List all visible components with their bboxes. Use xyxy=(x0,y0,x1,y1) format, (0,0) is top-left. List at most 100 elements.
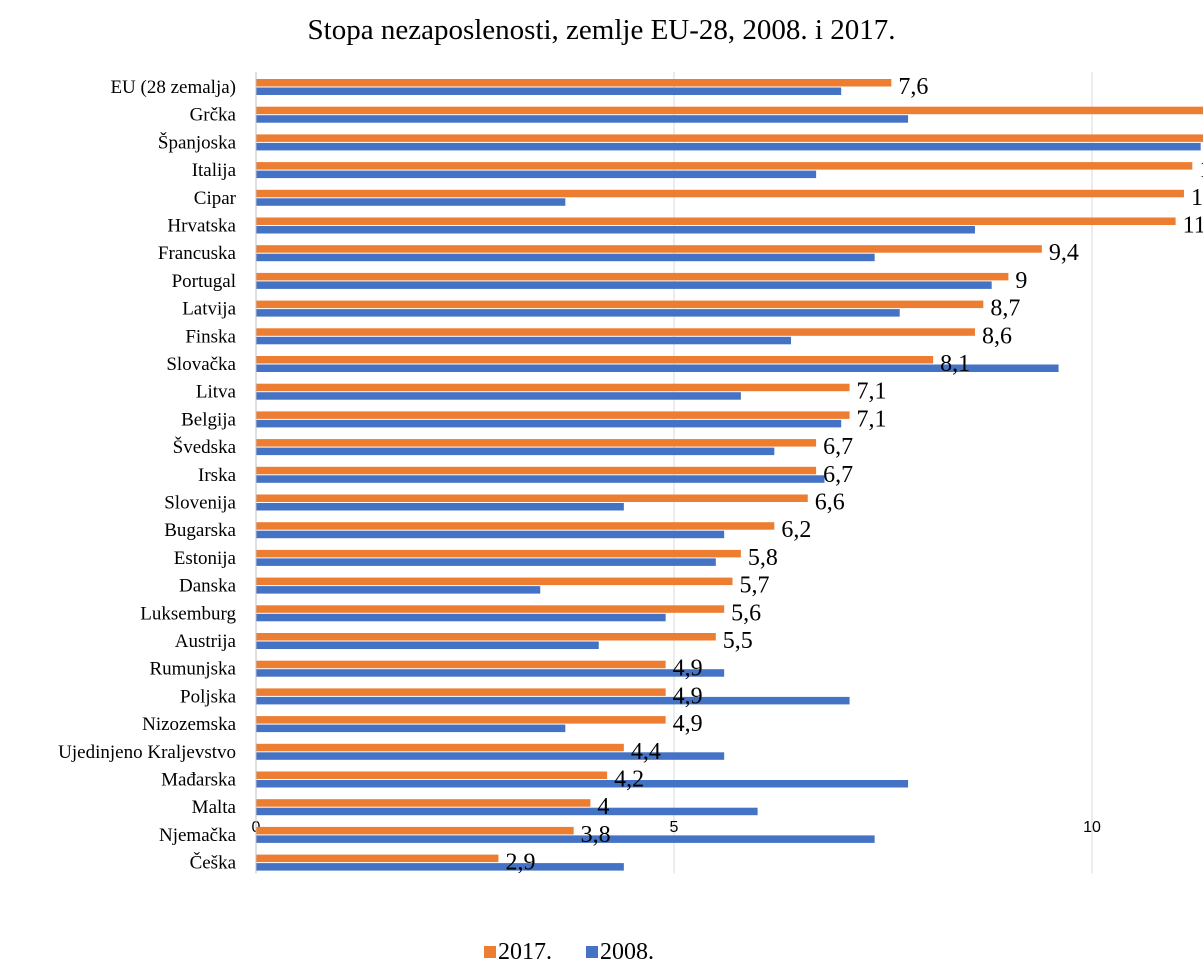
bar-2008 xyxy=(256,364,1059,372)
bar-2017 xyxy=(256,328,975,336)
bar-2008 xyxy=(256,392,741,400)
bar-2008 xyxy=(256,447,775,456)
data-label: 4 xyxy=(597,794,609,820)
bar-2008 xyxy=(256,641,599,649)
bar-2017 xyxy=(256,605,725,613)
category-label: Malta xyxy=(192,797,237,818)
bar-2017 xyxy=(256,826,574,835)
bar-2008 xyxy=(256,696,850,705)
data-label: 6,7 xyxy=(823,434,853,460)
bar-2017 xyxy=(256,134,1203,142)
category-label: Poljska xyxy=(180,686,237,707)
bar-2017 xyxy=(256,79,892,87)
data-label: 8,1 xyxy=(940,351,970,377)
legend-label-2008: 2008. xyxy=(600,939,654,965)
bar-2017 xyxy=(256,217,1176,225)
data-label: 4,9 xyxy=(673,683,703,709)
bar-2017 xyxy=(256,688,666,696)
data-label: 5,7 xyxy=(740,573,770,599)
category-label: Francuska xyxy=(158,243,237,264)
data-label: 9,4 xyxy=(1049,240,1079,266)
category-label: Estonija xyxy=(174,548,237,569)
data-label: 4,9 xyxy=(673,656,703,682)
category-label: Češka xyxy=(190,852,237,874)
bar-2017 xyxy=(256,799,591,807)
bar-2008 xyxy=(256,281,992,289)
bar-2008 xyxy=(256,503,624,511)
data-label: 5,6 xyxy=(731,600,761,626)
bar-2017 xyxy=(256,494,808,502)
category-label: Rumunjska xyxy=(149,659,236,680)
bar-2008 xyxy=(256,170,817,179)
bar-2008 xyxy=(256,780,909,788)
bar-2017 xyxy=(256,771,608,779)
category-label: Grčka xyxy=(190,105,237,126)
bar-2008 xyxy=(256,336,792,345)
data-label: 11,2 xyxy=(1199,157,1203,183)
bar-2008 xyxy=(256,752,725,760)
bar-2017 xyxy=(256,577,733,586)
data-label: 2,9 xyxy=(505,850,535,876)
bar-2017 xyxy=(256,549,741,558)
bar-2008 xyxy=(256,724,566,733)
category-label: Hrvatska xyxy=(167,216,236,237)
category-label: Slovačka xyxy=(166,354,236,375)
bar-2008 xyxy=(256,835,875,843)
category-label: Irska xyxy=(198,465,237,486)
data-label: 8,7 xyxy=(990,296,1020,322)
category-label: Mađarska xyxy=(161,770,236,791)
category-label: Latvija xyxy=(182,299,236,320)
category-label: Portugal xyxy=(172,271,236,292)
data-label: 4,9 xyxy=(673,711,703,737)
bar-2017 xyxy=(256,189,1184,198)
bar-2008 xyxy=(256,226,975,234)
bar-2017 xyxy=(256,854,499,863)
bar-2017 xyxy=(256,245,1042,253)
category-label: Švedska xyxy=(173,436,237,458)
category-label: Danska xyxy=(179,576,237,597)
data-label: 6,7 xyxy=(823,462,853,488)
x-tick-label: 10 xyxy=(1083,819,1101,836)
category-label: Ujedinjeno Kraljevstvo xyxy=(58,742,236,763)
bar-2017 xyxy=(256,660,666,669)
bar-2017 xyxy=(256,633,716,641)
bar-2008 xyxy=(256,115,909,123)
bar-2017 xyxy=(256,356,934,364)
data-label: 3,8 xyxy=(581,822,611,848)
bar-2017 xyxy=(256,743,624,752)
bar-2008 xyxy=(256,863,624,871)
category-label: Bugarska xyxy=(164,520,236,541)
category-label: Nizozemska xyxy=(142,714,236,735)
data-label: 8,6 xyxy=(982,323,1012,349)
bar-2017 xyxy=(256,411,850,419)
category-label: Italija xyxy=(192,160,237,181)
bar-2017 xyxy=(256,522,775,530)
bar-2008 xyxy=(256,530,725,539)
category-label: Finska xyxy=(185,326,236,347)
data-label: 11,1 xyxy=(1191,185,1203,211)
bar-2008 xyxy=(256,807,758,816)
bar-2017 xyxy=(256,439,817,447)
bar-2008 xyxy=(256,309,900,317)
data-label: 7,1 xyxy=(857,379,887,405)
bar-2008 xyxy=(256,586,541,594)
category-label: Litva xyxy=(196,382,237,403)
data-label: 6,6 xyxy=(815,490,845,516)
data-label: 5,8 xyxy=(748,545,778,571)
x-tick-label: 5 xyxy=(670,819,679,836)
data-label: 4,2 xyxy=(614,767,644,793)
data-label: 7,1 xyxy=(857,406,887,432)
bar-2008 xyxy=(256,558,716,566)
category-label: EU (28 zemalja) xyxy=(110,77,236,98)
category-label: Slovenija xyxy=(164,493,236,514)
category-label: Luksemburg xyxy=(140,603,236,624)
bar-2017 xyxy=(256,466,817,475)
legend-swatch-2017 xyxy=(484,946,496,958)
bar-2008 xyxy=(256,87,842,95)
category-label: Španjoska xyxy=(158,131,237,153)
bar-2017 xyxy=(256,162,1193,170)
bar-2017 xyxy=(256,272,1009,281)
category-label: Njemačka xyxy=(159,825,237,846)
